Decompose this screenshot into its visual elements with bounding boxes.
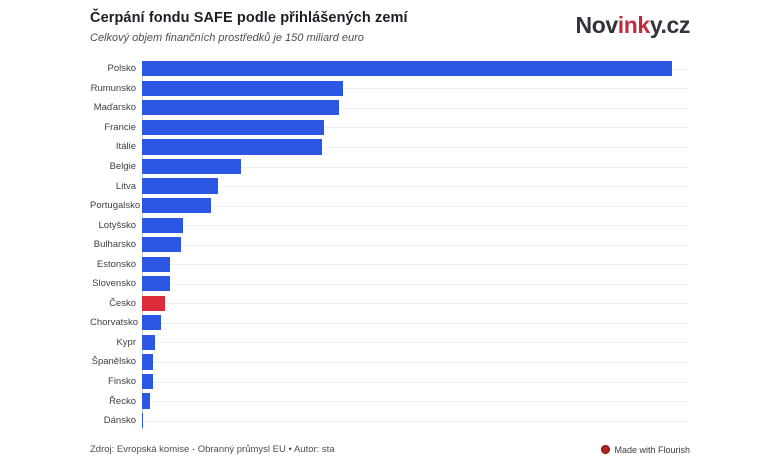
bar-track [142, 98, 688, 118]
bar[interactable] [142, 61, 673, 77]
category-label: Finsko [108, 376, 136, 388]
category-label: Kypr [116, 336, 136, 348]
category-label: Slovensko [92, 278, 136, 290]
category-label: Chorvatsko [90, 317, 139, 329]
category-label: Itálie [115, 141, 136, 153]
bar[interactable] [142, 237, 181, 253]
bar[interactable] [142, 315, 162, 331]
category-label: Maďarsko [93, 102, 136, 114]
chart-rows: Polsko Rumunsko Maďarsko Francie Itálie … [90, 59, 688, 430]
flourish-attribution-link[interactable]: Made with Flourish [601, 445, 690, 455]
bar-track [142, 118, 688, 138]
chart-footer: Zdroj: Evropská komise - Obranný průmysl… [90, 444, 690, 455]
category-label: Řecko [109, 395, 136, 407]
bar[interactable] [142, 217, 184, 233]
bar[interactable] [142, 276, 170, 292]
bar-row: Maďarsko [90, 98, 688, 118]
bar[interactable] [142, 393, 151, 409]
bar[interactable] [142, 373, 153, 390]
bar-track [142, 391, 688, 411]
bar-track [142, 157, 688, 177]
bar[interactable] [142, 334, 156, 351]
bar-track [142, 79, 688, 99]
category-label: Polsko [107, 63, 136, 75]
bar[interactable] [142, 100, 339, 116]
bar-track [142, 196, 688, 216]
bar[interactable] [142, 178, 219, 194]
bar[interactable] [142, 198, 212, 214]
category-label: Belgie [109, 161, 136, 172]
bar-track [142, 372, 688, 392]
bar-row: Estonsko [90, 254, 688, 274]
bar-row: Chorvatsko [90, 313, 688, 333]
bar-track [142, 176, 688, 196]
logo-part-3: y.cz [649, 12, 691, 38]
bar-row: Itálie [90, 137, 688, 157]
bar-highlighted[interactable] [142, 295, 166, 311]
bar-track [142, 411, 688, 431]
chart-subtitle: Celkový objem finančních prostředků je 1… [90, 32, 364, 44]
category-label: Česko [109, 297, 136, 309]
bar[interactable] [142, 256, 170, 272]
category-label: Bulharsko [93, 239, 136, 251]
bar-row: Lotyšsko [90, 215, 688, 235]
bar-row: Kypr [90, 333, 688, 353]
bar-row: Španělsko [90, 352, 688, 372]
bar-track [142, 254, 688, 274]
category-label: Litva [115, 180, 136, 192]
bar-track [142, 294, 688, 314]
bar-track [142, 352, 688, 372]
bar-row: Polsko [90, 59, 688, 79]
category-label: Španělsko [91, 356, 136, 368]
bar-track [142, 59, 688, 79]
bar[interactable] [142, 158, 242, 175]
flourish-attribution-label: Made with Flourish [614, 444, 690, 455]
category-label: Estonsko [96, 258, 136, 270]
chart-title: Čerpání fondu SAFE podle přihlášených ze… [90, 10, 408, 26]
bar-row: Portugalsko [90, 196, 688, 216]
category-label: Rumunsko [90, 82, 136, 94]
category-label: Lotyšsko [98, 219, 137, 231]
flourish-logo-icon [601, 445, 611, 454]
bar-row: Bulharsko [90, 235, 688, 255]
bar-track [142, 313, 688, 333]
bar[interactable] [142, 139, 322, 155]
bar-row: Francie [90, 118, 688, 138]
logo-part-1: Nov [575, 12, 619, 38]
category-label: Francie [104, 121, 136, 133]
bar-row: Litva [90, 176, 688, 196]
bar-chart: Polsko Rumunsko Maďarsko Francie Itálie … [90, 59, 688, 431]
bar-track [142, 235, 688, 255]
bar-track [142, 137, 688, 157]
title-block: Čerpání fondu SAFE podle přihlášených ze… [90, 10, 408, 44]
bar-track [142, 274, 688, 294]
bar[interactable] [142, 119, 324, 136]
bar-row: Finsko [90, 372, 688, 392]
chart-header: Čerpání fondu SAFE podle přihlášených ze… [90, 10, 690, 44]
bar[interactable] [142, 413, 143, 429]
bar[interactable] [142, 354, 153, 370]
bar-row: Dánsko [90, 411, 688, 431]
category-label: Dánsko [103, 415, 136, 427]
bar-track [142, 215, 688, 235]
bar[interactable] [142, 80, 344, 96]
bar-row: Rumunsko [90, 79, 688, 99]
source-credit: Zdroj: Evropská komise - Obranný průmysl… [90, 444, 335, 455]
chart-embed: Čerpání fondu SAFE podle přihlášených ze… [90, 10, 690, 462]
bar-track [142, 333, 688, 353]
bar-row: Řecko [90, 391, 688, 411]
category-label: Portugalsko [90, 200, 141, 212]
bar-row: Slovensko [90, 274, 688, 294]
bar-row: Belgie [90, 157, 688, 177]
novinky-logo[interactable]: Novinky.cz [575, 12, 691, 39]
bar-row: Česko [90, 294, 688, 314]
logo-part-2: ink [617, 12, 650, 38]
